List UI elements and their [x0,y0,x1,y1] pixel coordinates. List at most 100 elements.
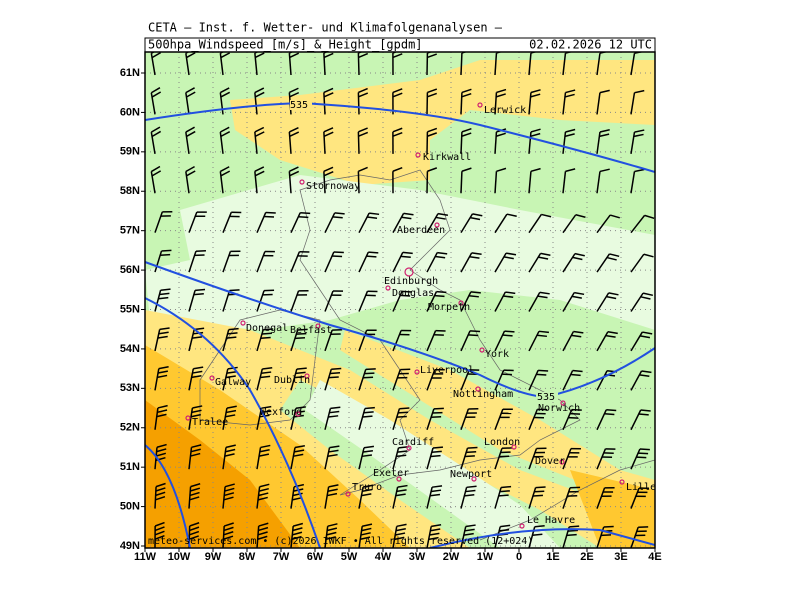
wind-barb [188,366,204,391]
barb-staff [357,52,360,76]
wind-barb [426,167,438,194]
city-label: Liverpool [420,365,474,376]
wind-barb [630,331,653,352]
barb-feather [224,453,235,457]
barb-feather [642,292,654,297]
datetime: 02.02.2026 12 UTC [529,38,652,52]
barb-feather [186,91,196,98]
wind-barb [596,168,610,194]
wind-barb [256,289,275,312]
wind-barb [562,330,584,352]
barb-feather [530,128,541,133]
wind-barb [494,291,516,312]
wind-barb [630,292,654,312]
barb-feather [395,528,406,532]
barb-feather [327,488,338,492]
barb-feather [427,88,438,94]
barb-feather [263,328,274,331]
wind-barb [562,128,576,154]
barb-feather [254,166,265,173]
barb-feather [258,453,270,457]
barb-feather [362,488,373,493]
wind-barb [528,167,541,194]
barb-feather [291,535,302,540]
city-label: Belfast [290,325,332,336]
wind-barb [392,407,410,430]
wind-barb [460,167,472,194]
barb-feather [289,126,299,133]
barb-feather [156,413,167,418]
city-label: Edinburgh [384,276,438,287]
barb-feather [185,126,195,133]
city-label: Kirkwall [423,152,471,163]
wind-barb [154,327,170,352]
barb-feather [361,493,372,497]
latitude-label: 54N [120,343,140,355]
barb-feather [332,255,343,258]
height-contour [429,528,655,548]
barb-feather [496,88,507,94]
wind-barb [324,329,343,352]
city-label: Exeter [373,468,409,479]
wind-barb [324,290,344,312]
barb-feather [297,328,308,331]
barb-feather [155,452,167,457]
barb-feather [397,484,408,488]
barb-feather [323,131,334,137]
barb-feather [295,406,306,410]
wind-barb [358,484,374,509]
barb-feather [638,452,649,455]
barb-feather [500,524,511,528]
barb-feather [464,528,475,532]
barb-feather [499,528,510,532]
wind-barb [596,129,610,154]
barb-feather [228,327,239,331]
barb-feather [190,487,201,492]
barb-feather [160,253,171,257]
wind-barb [392,127,403,154]
barb-feather [639,448,650,451]
city-marker [404,267,414,277]
wind-barb [288,126,300,154]
wind-barb [562,89,576,115]
wind-barb [324,523,338,548]
barb-feather [185,165,195,173]
barb-feather [564,93,575,98]
barb-feather [292,531,303,536]
city-marker [475,386,481,392]
city-label: Douglas [392,288,434,299]
wind-barb [358,212,380,234]
barb-feather [402,251,413,255]
city-label: York [485,349,509,360]
barb-feather [461,167,472,172]
barb-feather [190,413,201,418]
wind-barb [188,250,206,273]
barb-feather [605,334,616,338]
barb-feather [154,530,165,536]
barb-feather [189,522,200,527]
city-marker [209,375,215,381]
city-label: Cardiff [392,437,434,448]
wind-barb [357,87,369,115]
wind-barb [254,126,265,154]
wind-barb [154,249,172,273]
barb-feather [154,535,165,540]
barb-feather [606,295,617,300]
barb-feather [327,453,338,457]
wind-barb [426,368,445,391]
barb-feather [532,494,543,497]
city-marker [295,411,301,417]
barb-staff [562,171,567,194]
wind-barb [222,250,241,273]
barb-feather [506,213,517,217]
longitude-label: 5W [341,551,358,563]
wind-barb [630,409,651,431]
barb-feather [158,331,169,335]
barb-feather [296,332,307,335]
barb-feather [609,214,620,219]
barb-feather [499,490,510,493]
barb-feather [289,52,300,59]
wind-barb [494,213,517,234]
barb-feather [396,523,407,528]
wind-barb [460,88,472,115]
